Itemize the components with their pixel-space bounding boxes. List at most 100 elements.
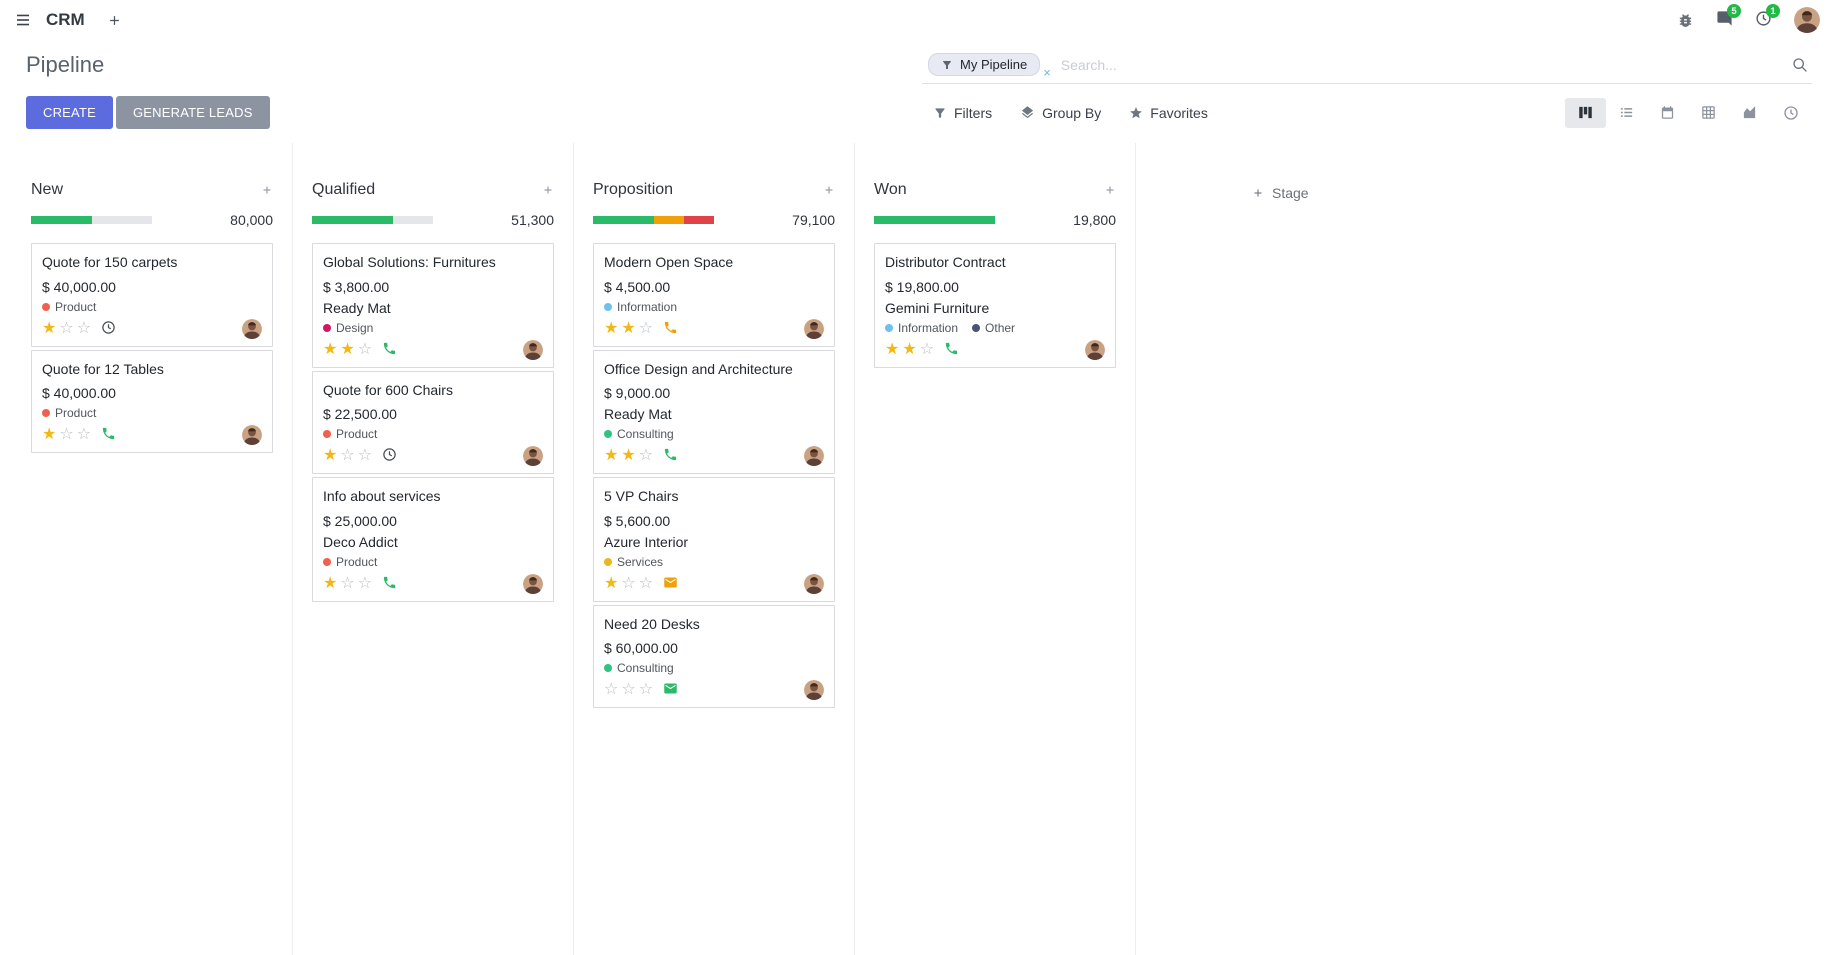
clock-icon[interactable] (101, 320, 116, 338)
star-empty-icon[interactable]: ☆ (919, 340, 935, 358)
search-input[interactable] (1060, 56, 1792, 73)
star-empty-icon[interactable]: ☆ (59, 319, 74, 337)
kanban-card[interactable]: Info about services $ 25,000.00 Deco Add… (312, 477, 554, 602)
kanban-card[interactable]: Office Design and Architecture $ 9,000.0… (593, 349, 835, 474)
star-empty-icon[interactable]: ☆ (76, 426, 92, 443)
star-empty-icon[interactable]: ☆ (638, 681, 654, 698)
star-filled-icon[interactable]: ★ (604, 447, 619, 464)
layers-icon (1020, 105, 1035, 120)
star-empty-icon[interactable]: ☆ (59, 426, 74, 443)
phone-icon[interactable] (663, 320, 678, 338)
star-filled-icon[interactable]: ★ (340, 340, 355, 358)
star-empty-icon[interactable]: ☆ (621, 574, 636, 592)
view-switch-list[interactable] (1606, 98, 1647, 128)
column-counter: 80,000 (230, 212, 273, 228)
salesperson-avatar (1085, 339, 1105, 360)
column-add-button[interactable] (1104, 184, 1116, 196)
view-switch-kanban[interactable] (1565, 97, 1606, 128)
view-switch-graph[interactable] (1729, 98, 1770, 128)
new-window-plus-icon[interactable] (107, 13, 122, 28)
star-filled-icon[interactable]: ★ (323, 340, 338, 358)
star-empty-icon[interactable]: ☆ (638, 319, 654, 337)
column-progressbar[interactable] (31, 216, 152, 224)
phone-icon[interactable] (382, 341, 397, 359)
tag: Services (604, 555, 663, 569)
column-progressbar[interactable] (874, 216, 995, 224)
phone-icon[interactable] (101, 426, 116, 444)
view-switch-pivot[interactable] (1688, 98, 1729, 128)
kanban-card[interactable]: 5 VP Chairs $ 5,600.00 Azure Interior Se… (593, 477, 835, 602)
progress-segment-muted[interactable] (91, 216, 152, 224)
phone-icon[interactable] (382, 575, 397, 593)
star-filled-icon[interactable]: ★ (621, 447, 636, 464)
column-add-button[interactable] (823, 184, 835, 196)
star-empty-icon[interactable]: ☆ (357, 447, 373, 464)
app-name[interactable]: CRM (46, 10, 85, 29)
phone-icon[interactable] (663, 447, 678, 465)
card-title: Need 20 Desks (604, 615, 700, 632)
star-empty-icon[interactable]: ☆ (604, 681, 619, 698)
progress-segment-success[interactable] (874, 216, 995, 224)
star-filled-icon[interactable]: ★ (604, 319, 619, 337)
create-button[interactable]: CREATE (26, 96, 113, 129)
user-avatar[interactable] (1794, 7, 1820, 33)
top-navbar: CRM 5 1 (0, 0, 1838, 40)
kanban-card[interactable]: Quote for 600 Chairs $ 22,500.00 Product… (312, 370, 554, 474)
star-empty-icon[interactable]: ☆ (638, 574, 654, 592)
tag: Information (885, 321, 958, 335)
column-progressbar[interactable] (593, 216, 714, 224)
star-filled-icon[interactable]: ★ (902, 340, 917, 358)
star-filled-icon[interactable]: ★ (42, 319, 57, 337)
star-filled-icon[interactable]: ★ (604, 574, 619, 592)
envelope-icon[interactable] (663, 681, 678, 699)
kanban-card[interactable]: Quote for 150 carpets $ 40,000.00 Produc… (31, 243, 273, 347)
column-add-button[interactable] (261, 184, 273, 196)
progress-segment-danger[interactable] (683, 216, 714, 224)
clock-icon[interactable] (382, 447, 397, 465)
star-empty-icon[interactable]: ☆ (357, 340, 373, 358)
activities-icon[interactable]: 1 (1755, 4, 1780, 30)
phone-icon[interactable] (944, 341, 959, 359)
view-switch-activity[interactable] (1770, 98, 1812, 128)
facet-remove-icon[interactable]: × (1043, 65, 1051, 80)
star-empty-icon[interactable]: ☆ (638, 447, 654, 464)
star-empty-icon[interactable]: ☆ (76, 319, 92, 337)
star-filled-icon[interactable]: ★ (323, 447, 338, 464)
group-by-menu[interactable]: Group By (1020, 105, 1101, 121)
column-cards: Distributor Contract $ 19,800.00 Gemini … (874, 243, 1116, 368)
envelope-icon[interactable] (663, 575, 678, 593)
kanban-card[interactable]: Need 20 Desks $ 60,000.00 Consulting ☆ ☆ ☆ (593, 604, 835, 708)
star-filled-icon[interactable]: ★ (885, 340, 900, 358)
apps-menu-icon[interactable] (14, 12, 32, 28)
search-icon[interactable] (1792, 57, 1808, 73)
star-filled-icon[interactable]: ★ (621, 319, 636, 337)
progress-segment-success[interactable] (312, 216, 393, 224)
add-stage-button[interactable]: Stage (1136, 143, 1309, 955)
progress-segment-warning[interactable] (653, 216, 684, 224)
filters-menu[interactable]: Filters (933, 105, 992, 121)
kanban-card[interactable]: Global Solutions: Furnitures $ 3,800.00 … (312, 243, 554, 368)
kanban-card[interactable]: Distributor Contract $ 19,800.00 Gemini … (874, 243, 1116, 368)
card-tags: Information Other (885, 321, 1105, 335)
messages-icon[interactable]: 5 (1716, 4, 1741, 30)
column-progressbar[interactable] (312, 216, 433, 224)
column-add-button[interactable] (542, 184, 554, 196)
search-facet[interactable]: My Pipeline (928, 53, 1041, 76)
kanban-card[interactable]: Quote for 12 Tables $ 40,000.00 Product … (31, 349, 273, 453)
star-filled-icon[interactable]: ★ (42, 426, 57, 443)
star-filled-icon[interactable]: ★ (323, 574, 338, 592)
progress-segment-muted[interactable] (392, 216, 433, 224)
star-empty-icon[interactable]: ☆ (340, 447, 355, 464)
priority-stars: ★ ☆ ☆ (323, 448, 372, 464)
star-empty-icon[interactable]: ☆ (340, 574, 355, 592)
generate-leads-button[interactable]: GENERATE LEADS (115, 96, 270, 129)
kanban-card[interactable]: Modern Open Space $ 4,500.00 Information… (593, 243, 835, 347)
progress-segment-success[interactable] (593, 216, 654, 224)
star-empty-icon[interactable]: ☆ (357, 574, 373, 592)
star-empty-icon[interactable]: ☆ (621, 681, 636, 698)
progress-segment-success[interactable] (31, 216, 92, 224)
bug-icon[interactable] (1677, 12, 1694, 29)
favorites-menu[interactable]: Favorites (1129, 105, 1208, 121)
view-switch-calendar[interactable] (1647, 98, 1688, 128)
tag-label: Information (617, 299, 678, 314)
